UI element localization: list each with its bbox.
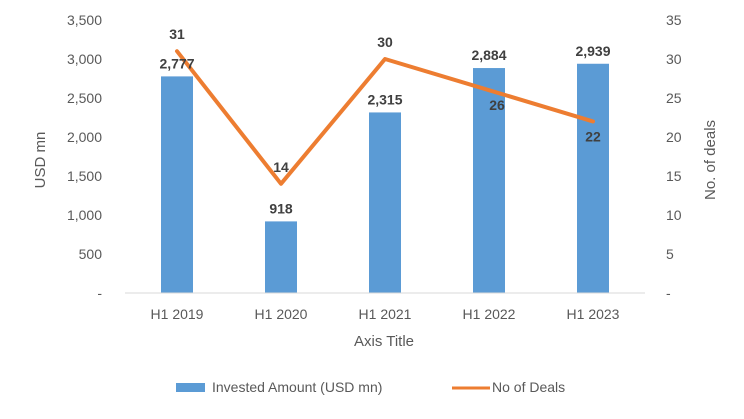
x-tick-label: H1 2020 [255, 306, 308, 322]
legend-label-deals: No of Deals [492, 379, 565, 395]
x-tick-label: H1 2023 [567, 306, 620, 322]
line-data-label: 14 [273, 159, 289, 175]
bar-data-label: 2,777 [159, 55, 194, 71]
x-tick-label: H1 2021 [359, 306, 412, 322]
x-axis-title: Axis Title [354, 333, 414, 350]
bar [369, 112, 401, 294]
y2-tick-label: 25 [666, 90, 682, 106]
bar [265, 221, 297, 293]
y2-tick-label: 30 [666, 51, 682, 67]
y-tick-label: 3,500 [67, 12, 102, 28]
y-tick-label: 3,000 [67, 51, 102, 67]
line-data-label: 26 [489, 97, 505, 113]
line-data-label: 30 [377, 34, 393, 50]
y2-tick-label: 15 [666, 168, 682, 184]
bar-data-label: 2,939 [575, 43, 610, 59]
y-axis-title: USD mn [32, 132, 49, 189]
y-tick-label: 1,500 [67, 168, 102, 184]
line-data-label: 31 [169, 26, 185, 42]
bar-series [161, 63, 609, 294]
deals-line [175, 49, 595, 186]
bar [161, 76, 193, 293]
line-series [175, 49, 595, 186]
bar-data-label: 918 [269, 200, 293, 216]
y2-tick-label: - [666, 285, 671, 301]
y-axis-right: - 5 10 15 20 25 30 35 [666, 12, 682, 301]
line-data-label: 22 [585, 128, 601, 144]
legend-label-invested: Invested Amount (USD mn) [212, 379, 382, 395]
bar [577, 63, 609, 294]
bar-data-label: 2,884 [471, 47, 506, 63]
y-tick-label: 2,500 [67, 90, 102, 106]
y2-tick-label: 10 [666, 207, 682, 223]
y-tick-label: 500 [79, 246, 103, 262]
y-tick-label: 2,000 [67, 129, 102, 145]
y-tick-label: - [97, 285, 102, 301]
legend: Invested Amount (USD mn) No of Deals [176, 379, 565, 395]
legend-swatch-invested [176, 383, 205, 392]
x-axis: H1 2019 H1 2020 H1 2021 H1 2022 H1 2023 [125, 292, 645, 322]
y2-tick-label: 35 [666, 12, 682, 28]
bar [473, 68, 505, 293]
x-tick-label: H1 2019 [151, 306, 204, 322]
y2-tick-label: 20 [666, 129, 682, 145]
data-labels: 2,777 918 2,315 2,884 2,939 31 14 30 26 22 [159, 26, 610, 216]
x-tick-label: H1 2022 [463, 306, 516, 322]
y-axis-left: - 500 1,000 1,500 2,000 2,500 3,000 3,500 [67, 12, 102, 301]
y2-tick-label: 5 [666, 246, 674, 262]
y-tick-label: 1,000 [67, 207, 102, 223]
bar-data-label: 2,315 [367, 91, 402, 107]
y2-axis-title: No. of deals [702, 120, 719, 200]
